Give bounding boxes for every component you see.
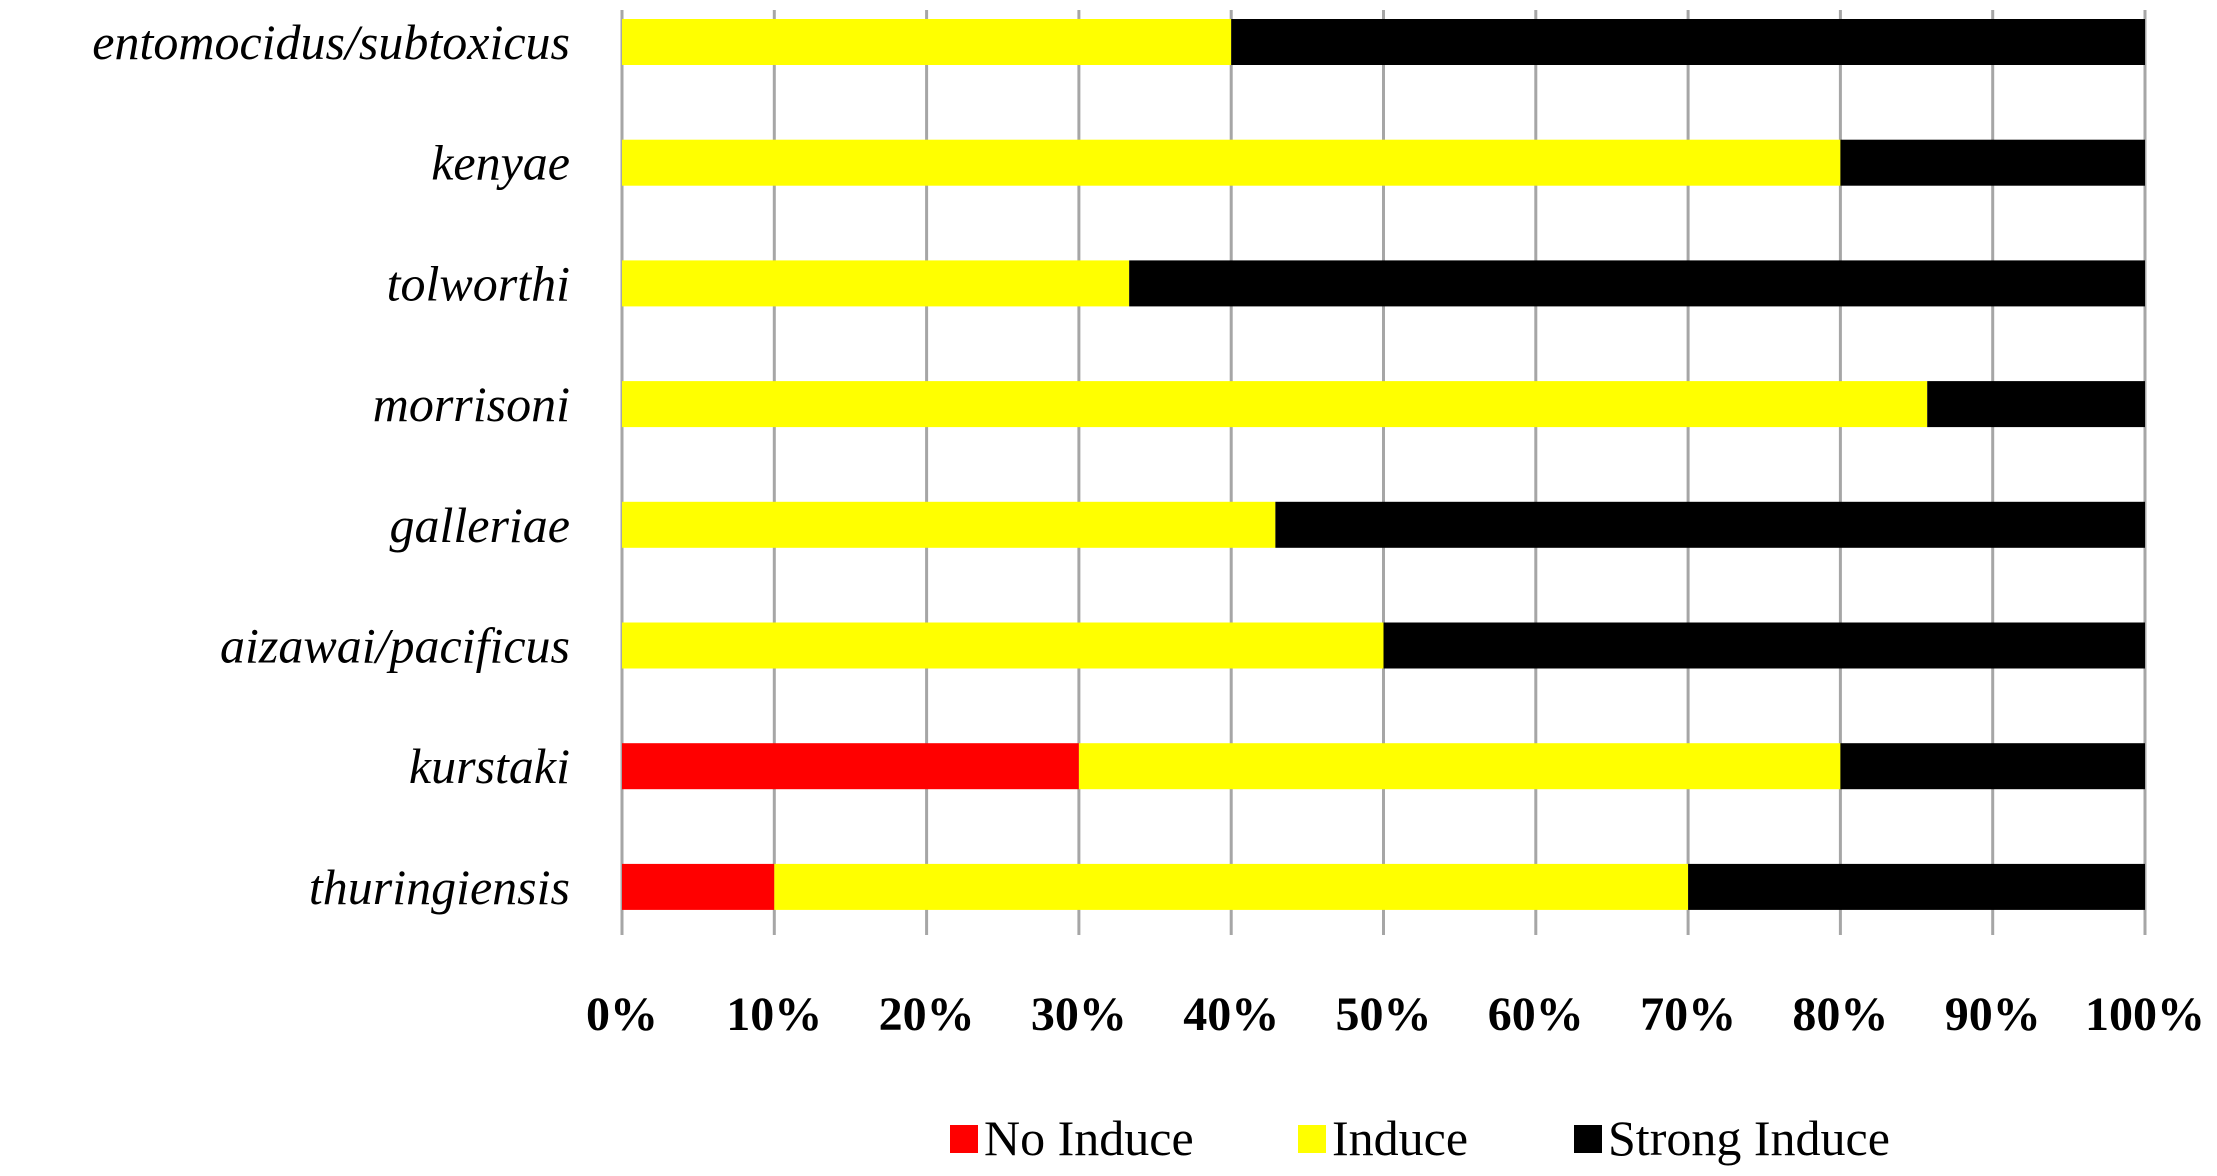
category-label: tolworthi <box>387 255 570 311</box>
x-tick-label: 20% <box>879 988 975 1041</box>
bar-segment-induce <box>622 622 1384 669</box>
bar-segment-strong-induce <box>1129 260 2145 307</box>
bar-segment-strong-induce <box>1840 743 2145 790</box>
legend-label: Induce <box>1332 1110 1468 1166</box>
legend-swatch <box>1574 1125 1602 1153</box>
bar-segment-induce <box>622 19 1232 65</box>
category-label: morrisoni <box>373 376 570 432</box>
x-tick-label: 40% <box>1183 988 1279 1041</box>
x-tick-label: 30% <box>1031 988 1127 1041</box>
legend-label: Strong Induce <box>1608 1110 1890 1166</box>
category-label: entomocidus/subtoxicus <box>92 14 570 70</box>
bar-segment-induce <box>1078 743 1841 790</box>
x-tick-label: 100% <box>2085 988 2205 1041</box>
x-tick-label: 80% <box>1792 988 1888 1041</box>
bar-segment-no-induce <box>622 863 775 910</box>
bar-segment-induce <box>622 139 1841 186</box>
legend-swatch <box>950 1125 978 1153</box>
bars <box>622 19 2145 910</box>
x-tick-labels: 0% 10% 20% 30% 40% 50% 60% 70% 80% 90% 100% <box>586 988 2205 1041</box>
bar-segment-strong-induce <box>1231 19 2145 65</box>
legend-swatch <box>1298 1125 1326 1153</box>
category-label: thuringiensis <box>309 859 570 915</box>
bar-segment-induce <box>622 260 1130 307</box>
x-tick-label: 60% <box>1488 988 1584 1041</box>
x-tick-label: 50% <box>1336 988 1432 1041</box>
category-labels: entomocidus/subtoxicus kenyae tolworthi mor… <box>92 14 570 915</box>
bar-segment-induce <box>622 381 1928 428</box>
bar-segment-strong-induce <box>1927 381 2145 428</box>
x-tick-label: 10% <box>726 988 822 1041</box>
category-label: aizawai/pacificus <box>220 618 570 674</box>
bar-segment-no-induce <box>622 743 1079 790</box>
category-label: kenyae <box>431 135 570 191</box>
category-label: kurstaki <box>409 738 570 794</box>
legend-label: No Induce <box>984 1110 1194 1166</box>
bar-segment-strong-induce <box>1840 139 2145 186</box>
x-tick-label: 90% <box>1945 988 2041 1041</box>
legend: No Induce Induce Strong Induce <box>950 1110 1890 1166</box>
bar-segment-induce <box>622 501 1276 548</box>
bar-segment-strong-induce <box>1688 863 2145 910</box>
bar-segment-strong-induce <box>1275 501 2145 548</box>
category-label: galleriae <box>389 497 570 553</box>
bar-segment-strong-induce <box>1383 622 2145 669</box>
x-tick-label: 0% <box>586 988 658 1041</box>
x-tick-label: 70% <box>1640 988 1736 1041</box>
bar-segment-induce <box>774 863 1689 910</box>
